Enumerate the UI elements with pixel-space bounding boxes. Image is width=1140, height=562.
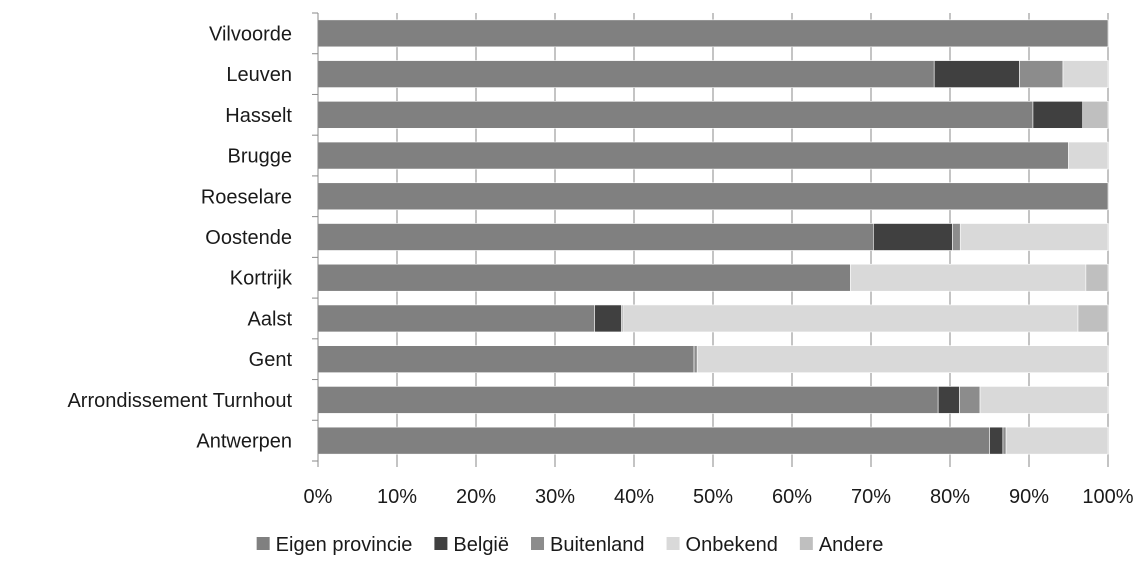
x-tick-label: 40% bbox=[614, 486, 654, 508]
category-label: Antwerpen bbox=[196, 431, 292, 453]
bar-segment bbox=[317, 386, 939, 414]
bar-segment bbox=[959, 223, 1109, 251]
x-tick-label: 100% bbox=[1082, 486, 1133, 508]
x-tick-labels: 0% 10% 20% 30% 40% 50% 60% 70% 80% 90% 100% bbox=[304, 486, 1134, 508]
bar-segment bbox=[952, 223, 961, 251]
bar-segment bbox=[1032, 101, 1084, 129]
legend-swatch bbox=[531, 537, 545, 550]
legend: Eigen provincie België Buitenland Onbekend A… bbox=[256, 534, 884, 556]
bar-segment bbox=[594, 304, 622, 333]
bar-segment bbox=[1077, 304, 1109, 333]
legend-label: België bbox=[453, 534, 509, 556]
bar-segment bbox=[317, 223, 874, 251]
bar-segment bbox=[959, 386, 981, 414]
legend-label: Onbekend bbox=[686, 534, 778, 556]
x-tick-label: 0% bbox=[304, 486, 333, 508]
bar-segment bbox=[1082, 101, 1109, 129]
bar-segment bbox=[317, 263, 851, 292]
x-tick-label: 20% bbox=[456, 486, 496, 508]
category-label: Vilvoorde bbox=[209, 23, 292, 45]
bar-segment bbox=[622, 304, 1079, 333]
category-label: Aalst bbox=[248, 308, 293, 330]
axes bbox=[312, 12, 1109, 467]
bar-segment bbox=[317, 426, 990, 455]
bar-segment bbox=[1062, 60, 1109, 88]
legend-label: Andere bbox=[819, 534, 884, 556]
bar-segment bbox=[850, 263, 1087, 292]
bar-segment bbox=[873, 223, 953, 251]
legend-swatch bbox=[256, 537, 270, 550]
bars bbox=[317, 19, 1109, 455]
category-label: Arrondissement Turnhout bbox=[67, 390, 292, 412]
category-label: Hasselt bbox=[225, 105, 292, 127]
category-label: Gent bbox=[249, 349, 293, 371]
bar-segment bbox=[933, 60, 1020, 88]
category-label: Roeselare bbox=[201, 186, 292, 208]
bar-segment bbox=[979, 386, 1109, 414]
x-tick-label: 30% bbox=[535, 486, 575, 508]
bar-segment bbox=[317, 345, 695, 373]
bar-segment bbox=[937, 386, 960, 414]
x-tick-label: 10% bbox=[377, 486, 417, 508]
bar-segment bbox=[1005, 426, 1109, 455]
bar-segment bbox=[317, 182, 1109, 211]
x-tick-label: 60% bbox=[772, 486, 812, 508]
x-tick-label: 50% bbox=[693, 486, 733, 508]
category-label: Kortrijk bbox=[230, 268, 293, 290]
legend-swatch bbox=[434, 537, 448, 550]
bar-segment bbox=[696, 345, 1109, 373]
bar-segment bbox=[317, 19, 1109, 48]
category-label: Oostende bbox=[205, 227, 292, 249]
bar-segment bbox=[1085, 263, 1109, 292]
x-tick-label: 70% bbox=[851, 486, 891, 508]
bar-segment bbox=[317, 101, 1034, 129]
category-labels: Vilvoorde Leuven Hasselt Brugge Roeselare Oos… bbox=[67, 23, 293, 452]
bar-segment bbox=[693, 345, 698, 373]
bar-segment bbox=[317, 60, 935, 88]
category-label: Leuven bbox=[226, 64, 292, 86]
bar-segment bbox=[1068, 141, 1109, 170]
bar-segment bbox=[989, 426, 1004, 455]
legend-swatch bbox=[799, 537, 813, 550]
bar-segment bbox=[317, 141, 1069, 170]
bar-segment bbox=[317, 304, 595, 333]
legend-label: Buitenland bbox=[550, 534, 645, 556]
bar-segment bbox=[1019, 60, 1064, 88]
x-tick-label: 90% bbox=[1009, 486, 1049, 508]
bar-segment bbox=[1002, 426, 1007, 455]
category-label: Brugge bbox=[228, 146, 293, 168]
x-tick-label: 80% bbox=[930, 486, 970, 508]
legend-label: Eigen provincie bbox=[276, 534, 413, 556]
legend-swatch bbox=[666, 537, 680, 550]
